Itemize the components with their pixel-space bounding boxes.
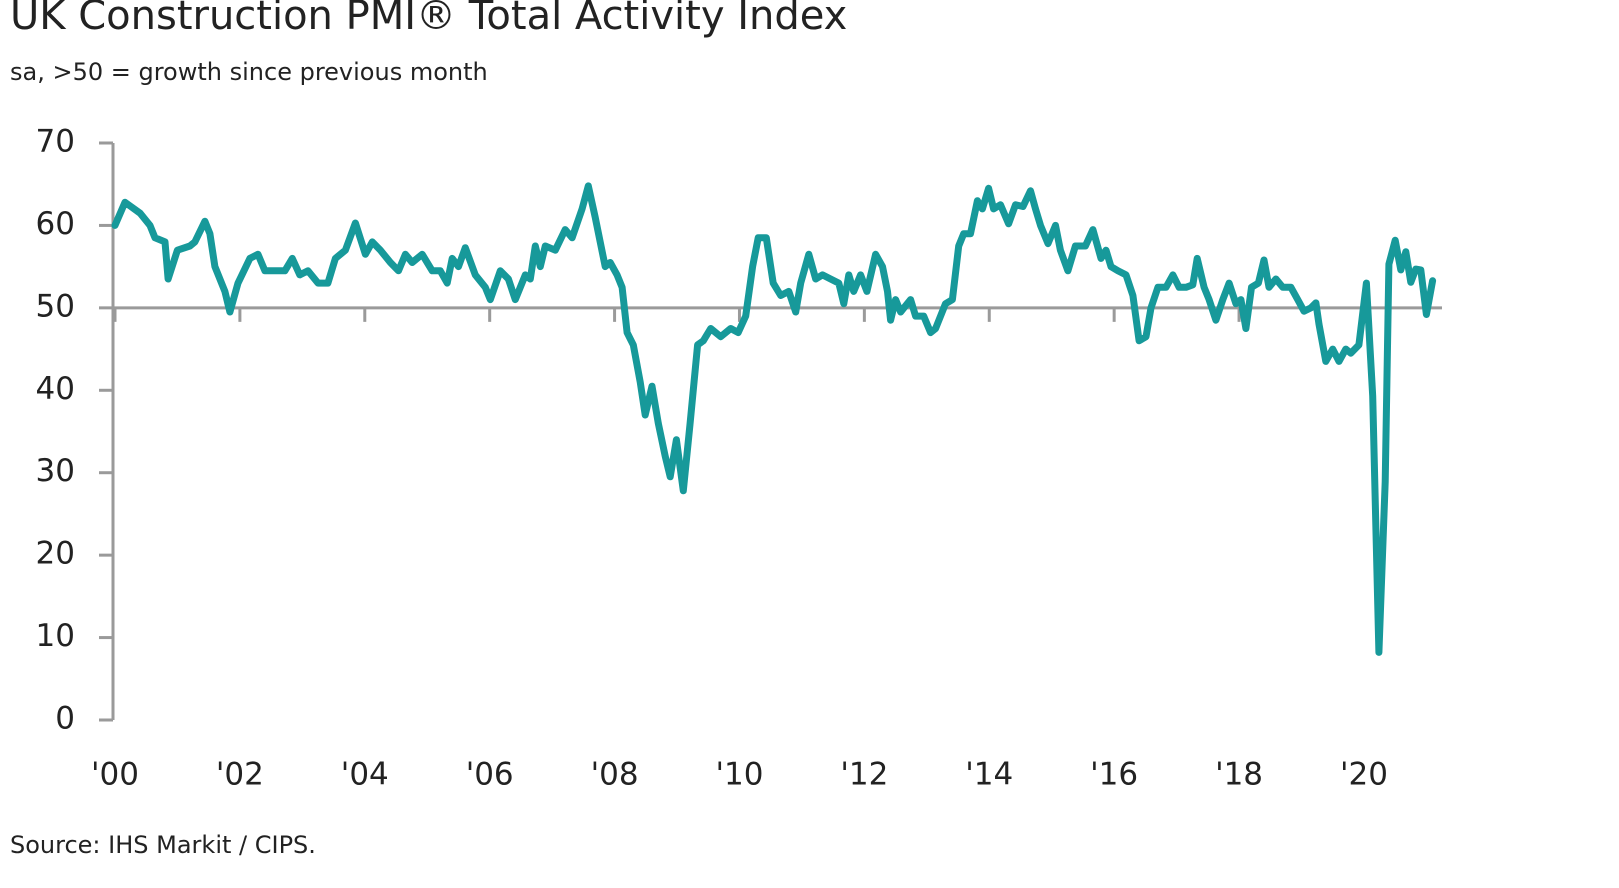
- x-tick-label: '14: [965, 757, 1013, 793]
- y-tick-label: 10: [36, 618, 75, 654]
- y-tick-label: 30: [36, 453, 75, 489]
- x-tick-label: '06: [466, 757, 514, 793]
- chart-title: UK Construction PMI® Total Activity Inde…: [10, 0, 847, 39]
- x-tick-label: '02: [216, 757, 264, 793]
- y-tick-label: 20: [36, 536, 75, 572]
- y-tick-label: 50: [36, 288, 75, 324]
- chart-subtitle: sa, >50 = growth since previous month: [10, 58, 488, 86]
- source-note: Source: IHS Markit / CIPS.: [10, 831, 316, 859]
- x-tick-label: '00: [91, 757, 139, 793]
- x-tick-label: '04: [341, 757, 389, 793]
- x-tick-label: '20: [1340, 757, 1388, 793]
- x-tick-label: '12: [840, 757, 888, 793]
- y-tick-label: 70: [36, 124, 75, 160]
- y-tick-label: 40: [36, 371, 75, 407]
- x-tick-label: '10: [715, 757, 763, 793]
- y-tick-label: 0: [55, 701, 75, 737]
- data-line: [111, 182, 1437, 656]
- y-tick-label: 60: [36, 206, 75, 242]
- x-tick-label: '16: [1090, 757, 1138, 793]
- x-tick-label: '18: [1215, 757, 1263, 793]
- x-tick-label: '08: [591, 757, 639, 793]
